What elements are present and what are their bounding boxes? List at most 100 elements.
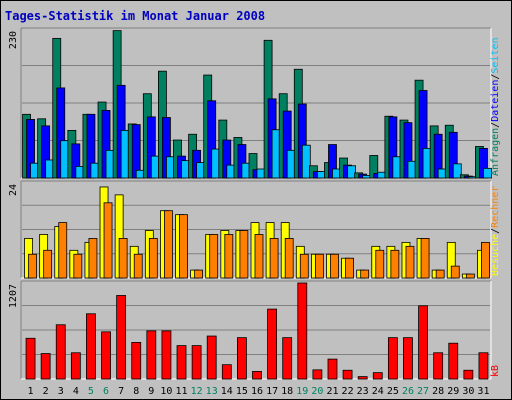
bar-kb-12 <box>191 345 202 380</box>
bar-kb-3 <box>55 324 66 380</box>
bar-kb-6 <box>101 331 111 380</box>
bar-kb-28 <box>433 352 444 380</box>
legend-1: Anfragen/Dateien/Seiten <box>490 37 501 176</box>
bar-kb-8 <box>131 342 142 380</box>
bar-rechner-3 <box>58 222 68 279</box>
bar-rechner-2 <box>43 249 53 279</box>
bar-rechner-9 <box>148 238 158 279</box>
bar-rechner-10 <box>164 210 173 279</box>
legend-entry-kb: kB <box>490 365 501 377</box>
bar-seiten-22 <box>347 165 356 179</box>
bar-kb-24 <box>372 372 383 380</box>
x-tick-label-25: 25 <box>387 386 399 397</box>
bar-kb-15 <box>237 337 247 380</box>
bar-rechner-15 <box>239 230 249 279</box>
bar-rechner-6 <box>103 202 113 279</box>
x-tick-label-22: 22 <box>342 386 354 397</box>
bar-kb-31 <box>478 352 489 380</box>
bar-rechner-24 <box>375 249 385 279</box>
bar-rechner-30 <box>465 273 475 279</box>
y-max-label: 24 <box>8 184 19 196</box>
bar-seiten-31 <box>483 167 492 179</box>
bar-rechner-27 <box>420 238 430 279</box>
y-max-label: 1207 <box>8 284 19 308</box>
bar-kb-14 <box>221 364 232 380</box>
x-tick-label-30: 30 <box>462 386 474 397</box>
bar-kb-13 <box>206 335 217 380</box>
x-tick-label-31: 31 <box>477 386 489 397</box>
bar-kb-26 <box>403 337 413 380</box>
x-tick-label-17: 17 <box>266 386 278 397</box>
legend-separator: / <box>490 122 501 128</box>
bar-kb-4 <box>70 352 81 380</box>
bar-rechner-21 <box>330 253 339 279</box>
bar-rechner-16 <box>254 234 264 279</box>
bar-rechner-12 <box>194 269 204 279</box>
bar-kb-25 <box>387 337 398 380</box>
bar-rechner-5 <box>88 238 98 279</box>
x-tick-label-5: 5 <box>88 386 94 397</box>
x-tick-label-4: 4 <box>73 386 79 397</box>
x-tick-label-16: 16 <box>251 386 263 397</box>
legend-entry-besuche: Besuche <box>490 234 501 276</box>
x-tick-label-8: 8 <box>133 386 139 397</box>
x-tick-label-3: 3 <box>58 386 64 397</box>
bar-rechner-29 <box>450 265 460 279</box>
bar-kb-30 <box>463 369 474 380</box>
x-tick-label-26: 26 <box>402 386 414 397</box>
bar-rechner-20 <box>314 253 324 279</box>
x-tick-label-19: 19 <box>296 386 308 397</box>
legend-entry-seiten: Seiten <box>490 37 501 73</box>
bar-kb-11 <box>176 345 187 380</box>
legend-entry-rechner: Rechner <box>490 186 501 228</box>
x-tick-label-27: 27 <box>417 386 429 397</box>
x-tick-label-6: 6 <box>103 386 109 397</box>
x-tick-label-7: 7 <box>118 386 124 397</box>
bar-kb-1 <box>25 337 36 380</box>
bar-rechner-13 <box>209 234 219 279</box>
x-tick-label-23: 23 <box>357 386 369 397</box>
chart-title: Tages-Statistik im Monat Januar 2008 <box>5 9 266 23</box>
bar-rechner-26 <box>405 245 415 279</box>
bar-seiten-19 <box>301 144 311 179</box>
x-tick-label-14: 14 <box>221 386 233 397</box>
bar-kb-23 <box>357 376 368 380</box>
x-tick-label-12: 12 <box>191 386 203 397</box>
bar-kb-10 <box>161 330 172 380</box>
legend-separator: / <box>490 228 501 234</box>
x-tick-label-21: 21 <box>326 386 338 397</box>
legend-separator: / <box>490 74 501 80</box>
x-tick-label-1: 1 <box>28 386 34 397</box>
bar-rechner-31 <box>481 241 490 279</box>
x-tick-label-29: 29 <box>447 386 459 397</box>
x-tick-label-13: 13 <box>206 386 218 397</box>
bar-kb-21 <box>327 358 338 380</box>
x-tick-label-9: 9 <box>148 386 154 397</box>
y-max-label: 230 <box>8 31 19 49</box>
bar-kb-19 <box>297 282 308 380</box>
legend-2: Besuche/Rechner <box>490 186 501 276</box>
bar-seiten-29 <box>452 163 462 179</box>
bar-rechner-1 <box>28 253 37 279</box>
bar-kb-2 <box>40 353 51 380</box>
bar-kb-18 <box>282 337 293 380</box>
x-tick-label-10: 10 <box>160 386 172 397</box>
x-tick-label-24: 24 <box>372 386 384 397</box>
legend-3: kB <box>490 365 501 377</box>
bar-rechner-28 <box>435 269 445 279</box>
bar-kb-7 <box>116 295 127 380</box>
bar-rechner-7 <box>118 238 128 279</box>
x-tick-label-18: 18 <box>281 386 293 397</box>
bar-kb-27 <box>418 305 428 380</box>
x-tick-label-20: 20 <box>311 386 323 397</box>
x-tick-label-28: 28 <box>432 386 444 397</box>
legend-entry-anfragen: Anfragen <box>490 128 501 176</box>
bar-kb-16 <box>252 371 262 380</box>
bar-rechner-18 <box>284 238 294 279</box>
bar-kb-5 <box>86 313 96 380</box>
bar-rechner-25 <box>390 249 400 279</box>
bar-rechner-19 <box>299 253 309 279</box>
bar-rechner-14 <box>224 234 234 279</box>
bar-kb-20 <box>312 369 323 380</box>
